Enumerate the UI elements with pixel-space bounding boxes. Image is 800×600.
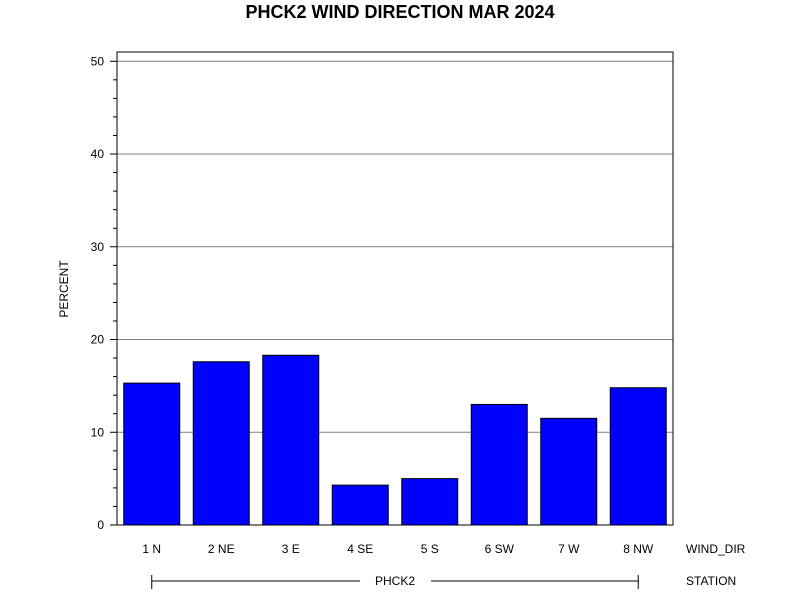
x-tick-label: 1 N — [142, 542, 161, 556]
bar — [262, 354, 320, 526]
x-tick-label: 7 W — [558, 542, 580, 556]
x-axis: 1 N 2 NE 3 E 4 SE 5 S 6 SW 7 W 8 NW — [142, 542, 654, 556]
bars — [123, 354, 667, 526]
chart-title: PHCK2 WIND DIRECTION MAR 2024 — [245, 2, 554, 22]
y-axis: 0 10 20 30 40 50 — [91, 54, 117, 532]
station-group: PHCK2 — [151, 574, 639, 589]
y-tick-label: 30 — [91, 240, 105, 254]
bar — [192, 361, 250, 526]
y-axis-label: PERCENT — [57, 260, 71, 318]
bar — [540, 417, 598, 526]
station-name: PHCK2 — [375, 574, 415, 588]
bar — [609, 387, 667, 526]
x-tick-label: 5 S — [421, 542, 439, 556]
y-tick-label: 40 — [91, 147, 105, 161]
bar — [123, 382, 181, 526]
x-tick-label: 3 E — [282, 542, 300, 556]
bar — [401, 478, 459, 526]
station-axis-label: STATION — [686, 574, 736, 588]
y-tick-label: 10 — [91, 425, 105, 439]
y-tick-label: 20 — [91, 333, 105, 347]
x-tick-label: 2 NE — [208, 542, 235, 556]
y-tick-label: 0 — [97, 518, 104, 532]
x-tick-label: 8 NW — [623, 542, 654, 556]
plot-frame — [116, 51, 674, 526]
bar — [470, 403, 528, 526]
x-tick-label: 6 SW — [485, 542, 515, 556]
y-tick-label: 50 — [91, 54, 105, 68]
x-axis-label: WIND_DIR — [686, 542, 746, 556]
bar — [331, 484, 389, 526]
x-tick-label: 4 SE — [347, 542, 373, 556]
